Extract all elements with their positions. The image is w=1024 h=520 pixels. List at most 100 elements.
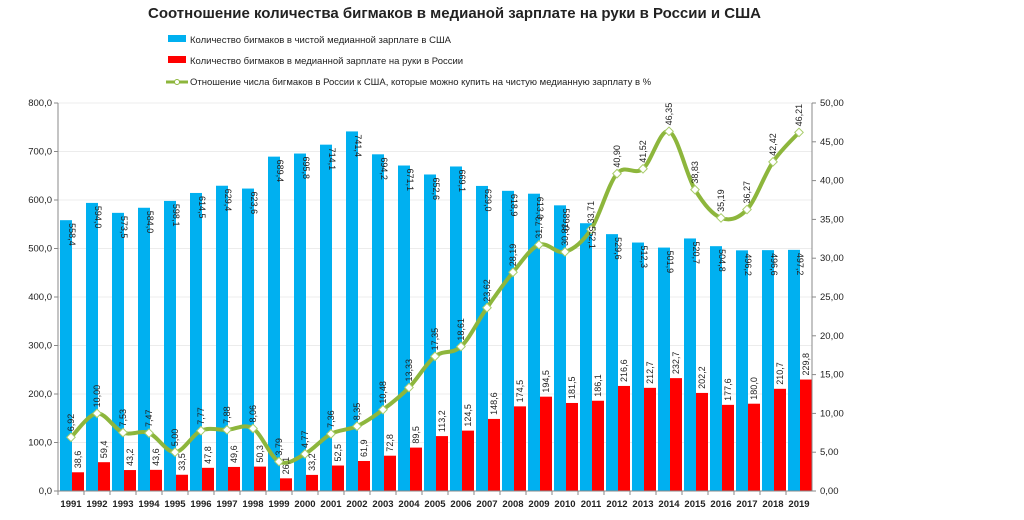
y-right-tick-label: 30,00 [820,253,844,264]
bar-usa [580,223,592,491]
bar-russia [202,467,214,491]
bar-russia-label: 232,7 [671,352,681,375]
ratio-label: 13,33 [404,359,414,382]
x-tick-label: 1991 [60,499,82,510]
bar-usa-label: 496,6 [769,253,779,276]
bar-usa-label: 552,1 [587,226,597,249]
bar-russia [722,404,734,491]
y-left-tick-label: 500,0 [28,244,52,255]
x-tick-label: 2009 [528,499,549,510]
y-right-tick-label: 5,00 [820,447,839,458]
bar-usa [528,193,540,491]
bar-usa [398,165,410,492]
legend-label: Количество бигмаков в чистой медианной з… [190,35,452,46]
ratio-point [222,424,232,435]
ratio-label: 7,77 [196,407,206,425]
ratio-label: 46,35 [664,103,674,126]
ratio-point [248,423,258,434]
bar-russia [150,469,162,491]
bar-russia-label: 174,5 [515,380,525,403]
bar-russia [462,430,474,491]
bar-usa-label: 695,8 [301,157,311,180]
bar-usa-label: 669,1 [457,169,467,192]
bar-russia-label: 43,2 [125,449,135,467]
bar-russia-label: 52,5 [333,444,343,462]
ratio-label: 42,42 [768,133,778,156]
y-right-tick-label: 10,00 [820,408,844,419]
ratio-label: 36,27 [742,181,752,204]
bar-usa-label: 501,9 [665,251,675,274]
ratio-point [456,341,466,352]
bar-russia [618,385,630,491]
ratio-point [716,212,726,223]
y-left-tick-label: 800,0 [28,98,52,109]
ratio-label: 18,61 [456,318,466,341]
bar-usa-label: 623,6 [249,192,259,215]
ratio-label: 3,79 [274,438,284,456]
ratio-point [352,421,362,432]
x-tick-label: 2015 [684,499,706,510]
bar-usa [242,188,254,491]
bar-usa [138,207,150,491]
bar-russia-label: 124,5 [463,404,473,427]
bar-russia-label: 177,6 [723,378,733,401]
bar-usa-label: 504,8 [717,249,727,272]
x-tick-label: 1997 [216,499,237,510]
bar-usa [502,190,514,491]
ratio-label: 35,19 [716,189,726,212]
ratio-point [612,168,622,179]
bar-usa [294,153,306,492]
ratio-point [638,163,648,174]
line-series [66,126,804,467]
x-tick-label: 2010 [554,499,575,510]
ratio-point [92,408,102,419]
bar-usa [424,174,436,491]
x-tick-label: 2000 [294,499,315,510]
y-left-tick-label: 600,0 [28,195,52,206]
x-tick-label: 2003 [372,499,393,510]
bar-russia [514,406,526,491]
bar-russia [748,403,760,491]
x-tick-label: 1998 [242,499,263,510]
ratio-label: 10,00 [92,385,102,408]
bar-russia [488,418,500,491]
bar-usa-label: 598,1 [171,204,181,227]
bar-usa-label: 629,4 [223,189,233,212]
bar-usa [606,234,618,492]
bar-usa-label: 573,5 [119,216,129,239]
bar-russia [228,466,240,491]
bar-usa [372,154,384,492]
bar-usa-label: 618,9 [509,194,519,217]
y-right-tick-label: 50,00 [820,98,844,109]
x-tick-label: 1999 [268,499,289,510]
bar-usa [450,166,462,491]
ratio-label: 7,53 [118,409,128,427]
ratio-label: 7,47 [144,410,154,428]
bar-usa [684,238,696,491]
bar-usa [710,246,722,491]
x-tick-label: 2011 [581,499,602,510]
bar-russia [644,387,656,491]
bar-usa-label: 689,4 [275,160,285,183]
x-tick-label: 1996 [190,499,211,510]
bar-usa-label: 694,2 [379,157,389,180]
bar-russia [540,396,552,491]
ratio-point [118,427,128,438]
ratio-label: 33,71 [586,201,596,224]
x-tick-label: 1993 [112,499,133,510]
y-left-tick-label: 300,0 [28,341,52,352]
ratio-point [170,447,180,458]
legend-swatch [168,56,186,63]
x-tick-label: 2018 [762,499,783,510]
bar-usa [736,250,748,491]
ratio-point [664,126,674,137]
bar-usa-label: 594,0 [93,206,103,229]
bar-russia-label: 38,6 [73,451,83,469]
bar-russia-label: 61,9 [359,439,369,457]
y-right-tick-label: 40,00 [820,176,844,187]
x-tick-label: 2001 [320,499,342,510]
ratio-point [742,204,752,215]
legend-label: Отношение числа бигмаков в России к США,… [190,77,652,88]
ratio-point [586,224,596,235]
